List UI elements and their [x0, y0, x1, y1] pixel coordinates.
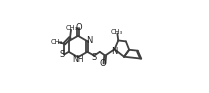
Text: S: S	[59, 50, 65, 59]
Text: N: N	[111, 47, 117, 56]
Text: NH: NH	[72, 55, 83, 64]
Text: O: O	[76, 23, 83, 32]
Text: N: N	[86, 36, 93, 45]
Text: CH₃: CH₃	[111, 29, 123, 35]
Text: CH₃: CH₃	[66, 25, 78, 31]
Text: S: S	[91, 53, 97, 62]
Text: O: O	[99, 59, 106, 68]
Text: CH₃: CH₃	[51, 39, 63, 45]
